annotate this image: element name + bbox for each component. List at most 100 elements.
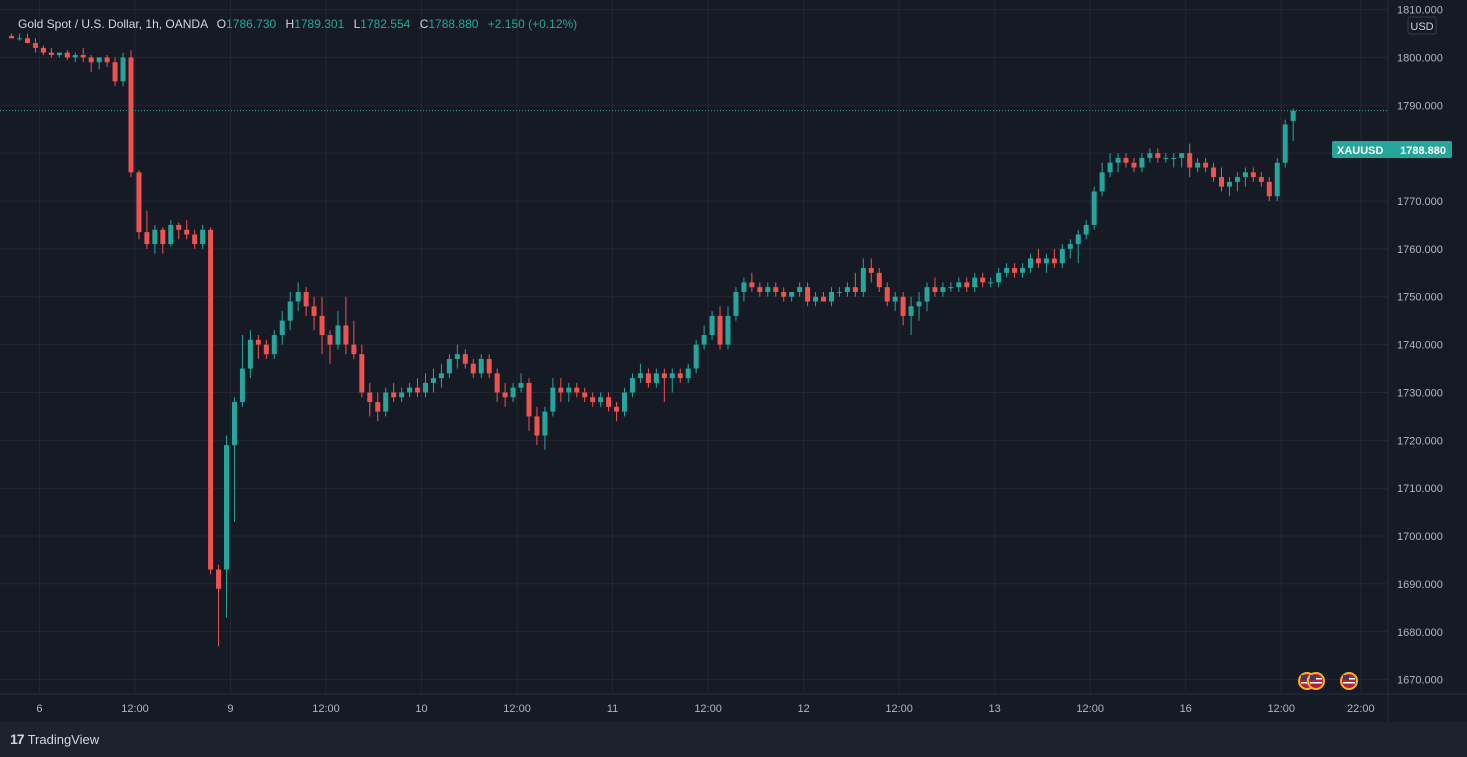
candle[interactable] — [1187, 143, 1193, 178]
candle[interactable] — [964, 277, 970, 292]
candle[interactable] — [287, 291, 293, 331]
candle[interactable] — [1203, 157, 1209, 173]
candle[interactable] — [1035, 248, 1041, 269]
us-flag-event-icon[interactable] — [1307, 672, 1325, 690]
candle[interactable] — [725, 306, 731, 350]
candle[interactable] — [1171, 153, 1177, 168]
candle[interactable] — [1004, 263, 1010, 278]
candle[interactable] — [128, 50, 134, 178]
candle[interactable] — [797, 282, 803, 297]
candle[interactable] — [1115, 153, 1121, 173]
candle[interactable] — [391, 382, 397, 403]
candle[interactable] — [64, 50, 70, 60]
candle[interactable] — [677, 368, 683, 383]
candle[interactable] — [136, 169, 142, 240]
candle[interactable] — [805, 282, 811, 307]
tradingview-brand[interactable]: 17 TradingView — [10, 731, 99, 747]
candle[interactable] — [367, 382, 373, 417]
candle[interactable] — [908, 296, 914, 336]
candle[interactable] — [542, 406, 548, 450]
candle[interactable] — [32, 38, 38, 53]
candle[interactable] — [1282, 119, 1288, 168]
candle[interactable] — [383, 387, 389, 417]
candle[interactable] — [566, 382, 572, 403]
candle[interactable] — [470, 358, 476, 379]
candle[interactable] — [144, 210, 150, 249]
candle[interactable] — [446, 354, 452, 379]
candle[interactable] — [844, 282, 850, 297]
candle[interactable] — [415, 378, 421, 398]
candle[interactable] — [884, 282, 890, 307]
candle[interactable] — [430, 368, 436, 393]
candle[interactable] — [9, 33, 15, 39]
candle[interactable] — [192, 229, 198, 249]
candle[interactable] — [701, 325, 707, 350]
candle[interactable] — [948, 282, 954, 292]
candle[interactable] — [940, 282, 946, 297]
candle[interactable] — [40, 45, 46, 56]
candle[interactable] — [200, 224, 206, 249]
candle[interactable] — [494, 368, 500, 403]
candle[interactable] — [319, 296, 325, 355]
candle[interactable] — [773, 282, 779, 297]
candle[interactable] — [1163, 153, 1169, 163]
legend-symbol[interactable]: Gold Spot / U.S. Dollar, 1h, OANDA — [18, 17, 208, 31]
candle[interactable] — [1131, 157, 1137, 173]
candle[interactable] — [900, 291, 906, 326]
candle[interactable] — [860, 258, 866, 297]
candle[interactable] — [1195, 157, 1201, 173]
candle[interactable] — [1258, 172, 1264, 187]
candle[interactable] — [160, 227, 166, 254]
candle[interactable] — [351, 320, 357, 359]
candle[interactable] — [1234, 172, 1240, 192]
candle[interactable] — [598, 392, 604, 407]
candle[interactable] — [645, 368, 651, 388]
candle[interactable] — [96, 57, 102, 70]
candle[interactable] — [749, 272, 755, 292]
candle[interactable] — [502, 382, 508, 407]
candle[interactable] — [1155, 148, 1161, 163]
candle[interactable] — [574, 382, 580, 398]
candle[interactable] — [80, 47, 86, 63]
candle[interactable] — [25, 33, 31, 44]
candle[interactable] — [781, 287, 787, 302]
candle[interactable] — [1226, 177, 1232, 197]
candle[interactable] — [208, 227, 214, 575]
candle[interactable] — [72, 52, 78, 63]
candle[interactable] — [836, 287, 842, 297]
candle[interactable] — [56, 52, 62, 58]
candle[interactable] — [176, 222, 182, 240]
candles[interactable] — [9, 33, 1296, 647]
candle[interactable] — [255, 335, 261, 359]
candle[interactable] — [1020, 263, 1026, 278]
candle[interactable] — [231, 397, 237, 522]
candle[interactable] — [1179, 153, 1185, 168]
candle[interactable] — [263, 339, 269, 359]
candle[interactable] — [438, 363, 444, 388]
candle[interactable] — [1274, 157, 1280, 202]
candle[interactable] — [1083, 220, 1089, 240]
candle[interactable] — [1147, 148, 1153, 163]
time-axis[interactable]: 6 12:00 9 12:00 10 12:00 11 12:00 12 12:00 13 12:00… — [36, 703, 1374, 715]
candle[interactable] — [813, 291, 819, 307]
candle[interactable] — [112, 57, 118, 87]
candle[interactable] — [279, 311, 285, 345]
candle[interactable] — [1051, 248, 1057, 269]
candle[interactable] — [104, 55, 110, 68]
price-axis[interactable]: 1670.000 1680.000 1690.000 1700.000 1710.000… — [1397, 5, 1443, 687]
candle[interactable] — [343, 296, 349, 355]
candle[interactable] — [375, 392, 381, 422]
candle[interactable] — [239, 335, 245, 407]
candle[interactable] — [590, 392, 596, 407]
candle[interactable] — [462, 349, 468, 369]
candle[interactable] — [359, 344, 365, 398]
candle[interactable] — [932, 277, 938, 297]
candle[interactable] — [327, 330, 333, 364]
candle[interactable] — [558, 378, 564, 403]
candle[interactable] — [335, 311, 341, 350]
candle[interactable] — [685, 363, 691, 383]
candle[interactable] — [653, 368, 659, 388]
candle[interactable] — [892, 291, 898, 312]
candle[interactable] — [1123, 153, 1129, 168]
